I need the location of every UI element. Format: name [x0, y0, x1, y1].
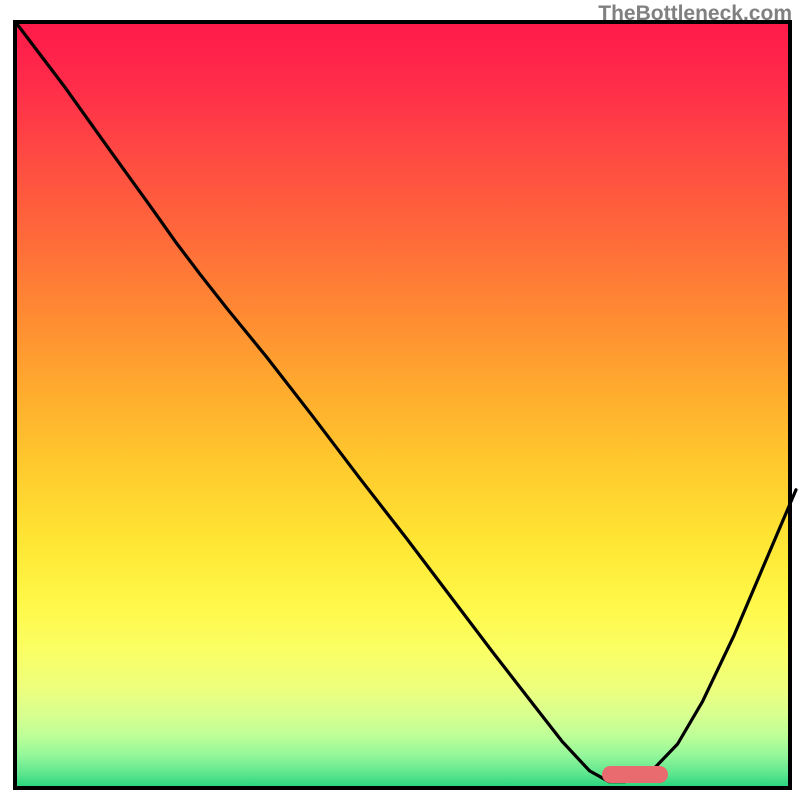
watermark-text: TheBottleneck.com	[598, 2, 792, 26]
curve-line	[17, 24, 796, 794]
chart-container: TheBottleneck.com	[0, 0, 800, 800]
plot-area	[13, 20, 792, 790]
highlight-marker	[602, 766, 668, 783]
